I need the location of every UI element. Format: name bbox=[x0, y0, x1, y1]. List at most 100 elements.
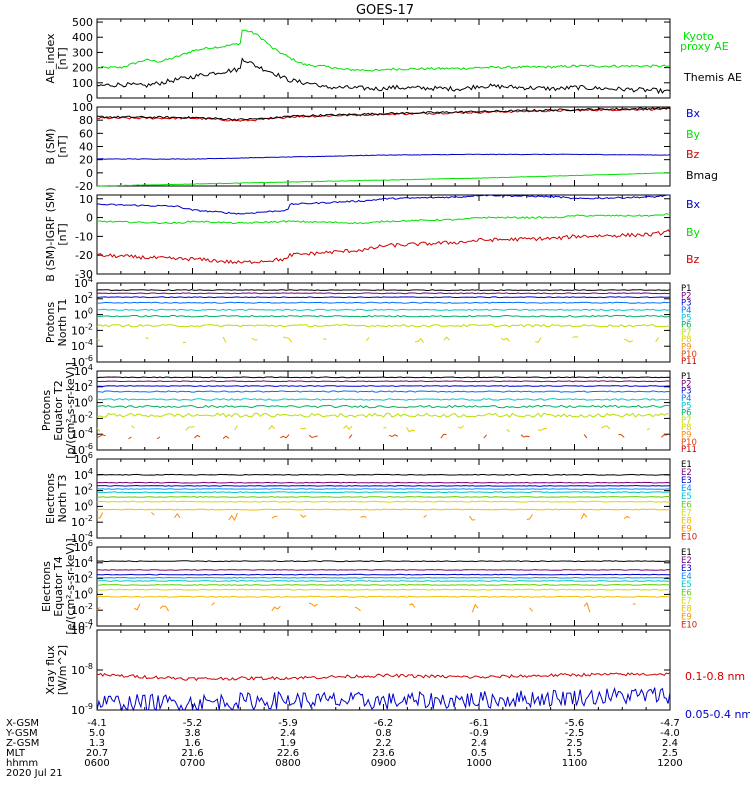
y-tick-label: 10-7 bbox=[71, 622, 93, 637]
legend-entry-p9: P9 bbox=[681, 343, 692, 353]
y-axis-label: Electrons bbox=[44, 473, 57, 524]
y-tick-label: 0 bbox=[86, 167, 93, 180]
series-line-by bbox=[96, 172, 671, 187]
series-line-e8 bbox=[96, 508, 671, 511]
legend-entry-p3: P3 bbox=[681, 299, 692, 309]
series-line-p10 bbox=[618, 434, 625, 438]
series-line-p2 bbox=[96, 380, 671, 383]
y-tick-label: 300 bbox=[72, 46, 93, 59]
y-tick-label: 0 bbox=[86, 92, 93, 105]
y-tick-label: 10-4 bbox=[71, 530, 93, 545]
y-tick-label: 100 bbox=[74, 586, 93, 601]
x-row-value: -5.2 bbox=[183, 718, 203, 729]
series-line-p8 bbox=[365, 337, 370, 342]
legend-entry-e6: E6 bbox=[681, 588, 692, 598]
series-line-bmag bbox=[96, 106, 671, 121]
y-axis-label: [nT] bbox=[56, 135, 69, 157]
x-row-label: hhmm bbox=[6, 758, 38, 769]
legend-entry-e3: E3 bbox=[681, 476, 692, 486]
series-line-p5 bbox=[96, 308, 671, 312]
series-line-e9 bbox=[96, 512, 104, 519]
series-line-p8 bbox=[600, 425, 611, 430]
legend-entry-p8: P8 bbox=[681, 335, 692, 345]
series-line-e5 bbox=[96, 580, 671, 582]
legend-entry: Bx bbox=[686, 107, 701, 120]
x-row-value: -6.1 bbox=[469, 718, 489, 729]
y-axis-label: Protons bbox=[40, 390, 53, 431]
legend-entry-e2: E2 bbox=[681, 556, 692, 566]
series-line-e9 bbox=[360, 515, 367, 518]
series-line-e5 bbox=[96, 491, 671, 494]
y-tick-label: 10-6 bbox=[71, 442, 93, 457]
legend-entry: 0.05-0.4 nm bbox=[685, 708, 750, 721]
y-tick-label: 10-4 bbox=[71, 426, 93, 441]
series-line-p8 bbox=[343, 425, 353, 431]
date-label: 2020 Jul 21 bbox=[6, 768, 63, 779]
x-row-value: 2.4 bbox=[471, 738, 487, 749]
series-line-p8 bbox=[145, 337, 149, 340]
x-row-value: 22.6 bbox=[277, 748, 299, 759]
series-line-e9 bbox=[423, 514, 427, 518]
y-axis-label: B (SM) bbox=[44, 128, 57, 164]
legend-entry-p1: P1 bbox=[681, 372, 692, 382]
x-row-value: 3.8 bbox=[185, 728, 201, 739]
y-axis-label: B (SM)-IGRF (SM) bbox=[44, 187, 57, 281]
legend-entry-p11: P11 bbox=[681, 445, 697, 455]
series-line-p10 bbox=[222, 435, 230, 439]
series-line-bz bbox=[96, 229, 671, 265]
x-row-label: Y-GSM bbox=[5, 728, 38, 739]
series-line-e9 bbox=[96, 606, 101, 611]
y-tick-label: 500 bbox=[72, 16, 93, 29]
series-line-p5 bbox=[96, 398, 670, 401]
series-line-p8 bbox=[323, 338, 327, 341]
series-line-e9 bbox=[300, 514, 307, 518]
x-row-value: 1.5 bbox=[567, 748, 583, 759]
legend-entry-e2: E2 bbox=[681, 468, 692, 478]
legend-entry: Bz bbox=[686, 148, 700, 161]
series-line-e9 bbox=[159, 605, 170, 612]
y-tick-label: 10-4 bbox=[71, 338, 93, 353]
panel-xray: 10-7 10-8 10-9 Xray flux [W/m^2] 0.1-0.8 nm 0.… bbox=[44, 622, 750, 721]
y-tick-label: 106 bbox=[74, 451, 93, 466]
legend-entry-p10: P10 bbox=[681, 438, 697, 448]
x-row-value: 0900 bbox=[371, 758, 396, 769]
series-line-e1 bbox=[96, 560, 671, 563]
series-line-e3 bbox=[96, 573, 671, 576]
series-line-e9 bbox=[471, 603, 479, 613]
series-line-e9 bbox=[211, 602, 215, 606]
series-line-p3 bbox=[96, 296, 671, 299]
y-axis-label: Xray flux bbox=[44, 645, 57, 695]
x-row-value: 1100 bbox=[562, 758, 587, 769]
series-line-p8 bbox=[222, 336, 227, 343]
series-line-p8 bbox=[234, 425, 238, 431]
series-line-p7 bbox=[96, 323, 671, 328]
series-line-p10 bbox=[520, 434, 530, 438]
legend-entry-e7: E7 bbox=[681, 596, 692, 606]
legend-entry-p2: P2 bbox=[681, 291, 692, 301]
series-line-p4 bbox=[97, 301, 671, 304]
series-line-e6 bbox=[97, 495, 670, 498]
legend-entry: By bbox=[686, 226, 701, 239]
series-line-e7 bbox=[96, 500, 670, 503]
y-tick-label: 102 bbox=[74, 483, 93, 498]
series-line-e9 bbox=[583, 602, 591, 613]
series-line-p6 bbox=[97, 314, 671, 318]
y-tick-label: 10-4 bbox=[71, 618, 93, 633]
series-line-e4 bbox=[96, 488, 671, 490]
legend-entry-e1: E1 bbox=[681, 460, 692, 470]
legend-entry-p1: P1 bbox=[681, 284, 692, 294]
series-line-p8 bbox=[251, 337, 258, 341]
series-line-bx bbox=[96, 194, 670, 215]
legend-entry-p8: P8 bbox=[681, 423, 692, 433]
legend-entry-p6: P6 bbox=[681, 409, 692, 419]
legend-entry: Bmag bbox=[686, 169, 718, 182]
y-tick-label: 100 bbox=[74, 498, 93, 513]
y-axis-label: [p/(cm²-s-sr-keV)] bbox=[64, 362, 77, 459]
series-line-p10 bbox=[308, 434, 318, 439]
legend-entry: Kyoto bbox=[683, 30, 714, 43]
series-line-e4 bbox=[96, 576, 671, 579]
legend-entry: By bbox=[686, 128, 701, 141]
y-tick-label: -20 bbox=[75, 249, 93, 262]
